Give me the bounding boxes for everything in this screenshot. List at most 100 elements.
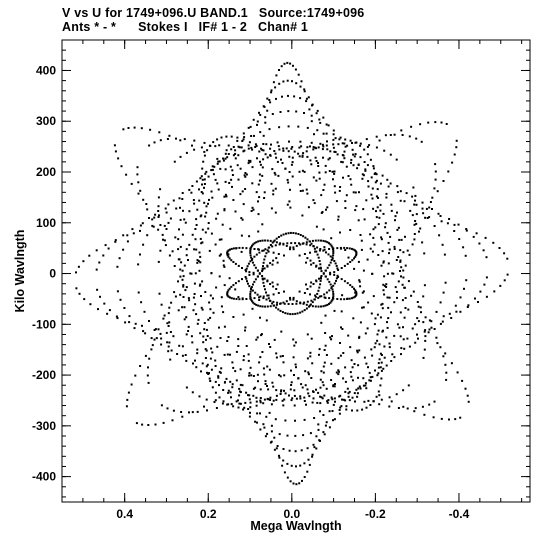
uv-point — [322, 365, 325, 368]
uv-point — [335, 371, 338, 374]
uv-point — [397, 226, 400, 229]
uv-point — [330, 300, 333, 303]
uv-point — [264, 435, 267, 438]
uv-point — [254, 386, 257, 389]
uv-point — [381, 174, 384, 177]
uv-point — [295, 82, 298, 85]
uv-point — [147, 366, 149, 369]
uv-point — [295, 483, 298, 486]
uv-point — [269, 441, 272, 444]
uv-point — [258, 111, 260, 114]
uv-point — [257, 304, 260, 307]
uv-point — [312, 397, 315, 400]
uv-point — [281, 399, 284, 402]
uv-point — [289, 188, 291, 191]
uv-point — [305, 241, 308, 244]
uv-point — [234, 370, 237, 373]
uv-point — [324, 164, 327, 167]
uv-point — [175, 137, 177, 140]
uv-point — [329, 301, 332, 304]
uv-point — [290, 399, 293, 402]
uv-point — [403, 286, 406, 289]
uv-point — [341, 294, 344, 297]
uv-point — [264, 116, 267, 119]
uv-point — [404, 235, 406, 238]
uv-point — [299, 464, 302, 467]
uv-point — [319, 263, 322, 266]
uv-point — [214, 380, 217, 383]
uv-point — [274, 244, 277, 247]
uv-point — [251, 166, 254, 169]
uv-point — [323, 293, 326, 296]
uv-point — [295, 302, 298, 305]
uv-point — [278, 374, 281, 377]
uv-point — [334, 400, 336, 403]
uv-point — [401, 283, 404, 286]
uv-point — [153, 329, 156, 331]
uv-point — [319, 279, 322, 282]
uv-point — [375, 395, 378, 398]
uv-point — [322, 414, 325, 416]
uv-point — [262, 281, 265, 284]
uv-point — [282, 147, 285, 150]
uv-point — [301, 169, 304, 172]
uv-point — [167, 221, 170, 224]
uv-point — [332, 129, 335, 132]
uv-point — [241, 140, 244, 142]
uv-point — [185, 359, 188, 362]
uv-point — [318, 277, 320, 280]
uv-point — [259, 428, 262, 431]
uv-point — [151, 224, 154, 227]
uv-point — [203, 141, 206, 144]
uv-point — [237, 264, 240, 267]
uv-point — [380, 354, 383, 356]
uv-point — [309, 159, 312, 162]
uv-point — [324, 424, 327, 427]
uv-point — [193, 282, 196, 285]
uv-point — [103, 302, 106, 305]
uv-point — [269, 147, 272, 150]
uv-point — [319, 439, 321, 442]
uv-point — [344, 390, 347, 393]
uv-point — [167, 325, 170, 327]
uv-point — [238, 402, 241, 405]
uv-point — [453, 223, 456, 226]
uv-point — [386, 296, 389, 299]
uv-point — [225, 149, 228, 152]
uv-point — [309, 251, 311, 254]
uv-point — [375, 135, 378, 138]
uv-point — [371, 197, 374, 200]
uv-points — [75, 61, 509, 486]
uv-point — [302, 235, 305, 238]
uv-point — [214, 145, 217, 148]
uv-point — [343, 246, 346, 249]
uv-point — [417, 305, 420, 308]
uv-point — [292, 64, 294, 67]
uv-point — [318, 286, 321, 289]
uv-point — [227, 389, 230, 392]
uv-point — [330, 286, 333, 289]
uv-point — [433, 328, 436, 330]
uv-point — [200, 214, 203, 217]
chart-subtitle: Ants * - * Stokes I IF# 1 - 2 Chan# 1 — [62, 20, 309, 34]
uv-point — [327, 124, 330, 127]
uv-point — [318, 249, 321, 252]
uv-point — [329, 283, 332, 286]
uv-point — [446, 222, 449, 225]
uv-point — [434, 121, 437, 124]
uv-point — [354, 400, 356, 403]
uv-point — [313, 202, 316, 205]
uv-point — [275, 352, 278, 355]
uv-point — [255, 404, 258, 407]
uv-point — [150, 337, 153, 340]
uv-point — [331, 288, 334, 291]
uv-point — [342, 154, 345, 157]
uv-point — [352, 296, 355, 299]
uv-point — [380, 377, 383, 380]
uv-point — [290, 163, 293, 166]
uv-point — [383, 149, 386, 152]
uv-point — [350, 183, 353, 186]
uv-point — [290, 384, 293, 386]
uv-point — [310, 120, 313, 123]
uv-point — [390, 203, 393, 206]
